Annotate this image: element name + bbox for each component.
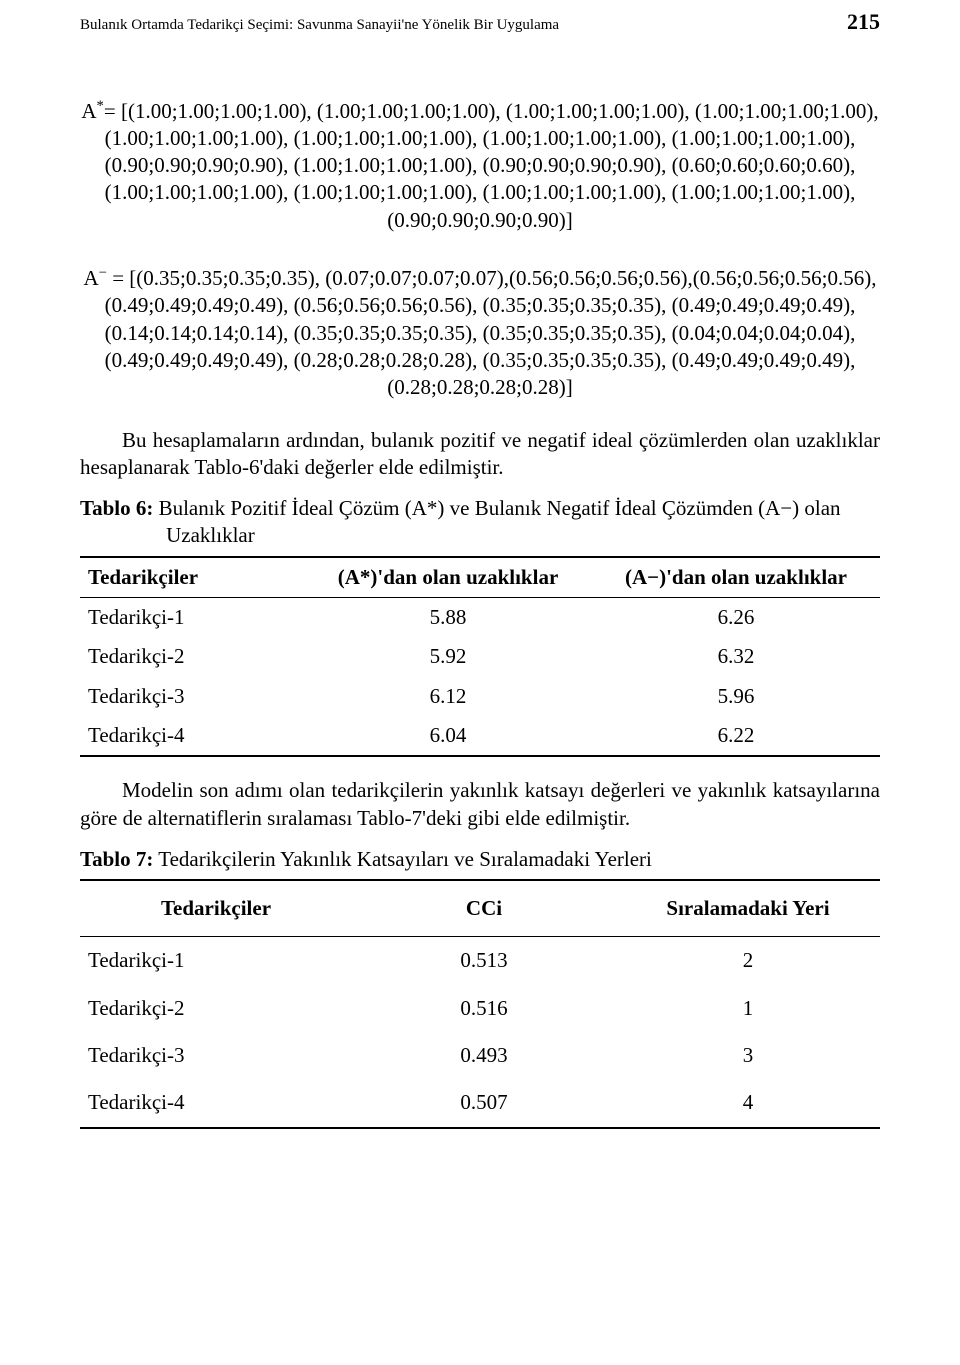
table6-cell: Tedarikçi-1 [80,598,304,638]
table6-col-1: (A*)'dan olan uzaklıklar [304,557,592,598]
table6-cell: Tedarikçi-2 [80,637,304,676]
paragraph-1: Bu hesaplamaların ardından, bulanık pozi… [80,427,880,482]
table-row: Tedarikçi-4 6.04 6.22 [80,716,880,756]
table7-caption: Tablo 7: Tedarikçilerin Yakınlık Katsayı… [166,846,880,873]
table7-col-1: CCi [352,880,616,937]
table7: Tedarikçiler CCi Sıralamadaki Yeri Tedar… [80,879,880,1128]
table6-cell: 5.96 [592,677,880,716]
table7-caption-text: Tedarikçilerin Yakınlık Katsayıları ve S… [153,847,652,871]
table7-cell: Tedarikçi-1 [80,937,352,985]
table7-cell: 3 [616,1032,880,1079]
table6-cell: 6.04 [304,716,592,756]
table6-header-row: Tedarikçiler (A*)'dan olan uzaklıklar (A… [80,557,880,598]
table7-cell: Tedarikçi-3 [80,1032,352,1079]
table7-cell: 0.493 [352,1032,616,1079]
table7-cell: 0.507 [352,1079,616,1127]
table6-cell: 5.92 [304,637,592,676]
table6-col-2: (A−)'dan olan uzaklıklar [592,557,880,598]
table7-col-0: Tedarikçiler [80,880,352,937]
a-star-label: A [81,99,96,123]
table7-cell: 4 [616,1079,880,1127]
table6-caption-text: Bulanık Pozitif İdeal Çözüm (A*) ve Bula… [153,496,840,547]
table6-caption: Tablo 6: Bulanık Pozitif İdeal Çözüm (A*… [166,495,880,550]
table7-cell: 0.516 [352,985,616,1032]
table6-cell: Tedarikçi-3 [80,677,304,716]
table6-cell: 6.26 [592,598,880,638]
table-row: Tedarikçi-1 0.513 2 [80,937,880,985]
running-header: Bulanık Ortamda Tedarikçi Seçimi: Savunm… [80,0,880,67]
table6-caption-label: Tablo 6: [80,496,153,520]
a-star-block: A*= [(1.00;1.00;1.00;1.00), (1.00;1.00;1… [80,97,880,234]
table-row: Tedarikçi-2 5.92 6.32 [80,637,880,676]
running-title: Bulanık Ortamda Tedarikçi Seçimi: Savunm… [80,16,559,36]
table6-cell: Tedarikçi-4 [80,716,304,756]
table-row: Tedarikçi-3 0.493 3 [80,1032,880,1079]
paragraph-2: Modelin son adımı olan tedarikçilerin ya… [80,777,880,832]
table7-caption-label: Tablo 7: [80,847,153,871]
table7-cell: Tedarikçi-2 [80,985,352,1032]
table6-cell: 6.32 [592,637,880,676]
a-minus-label: A [83,266,98,290]
table-row: Tedarikçi-2 0.516 1 [80,985,880,1032]
table7-cell: 0.513 [352,937,616,985]
table7-cell: Tedarikçi-4 [80,1079,352,1127]
a-minus-block: A− = [(0.35;0.35;0.35;0.35), (0.07;0.07;… [80,264,880,401]
a-minus-values: = [(0.35;0.35;0.35;0.35), (0.07;0.07;0.0… [105,266,877,399]
table6-cell: 5.88 [304,598,592,638]
table-row: Tedarikçi-3 6.12 5.96 [80,677,880,716]
table6-cell: 6.12 [304,677,592,716]
page-number: 215 [827,8,880,37]
table-row: Tedarikçi-1 5.88 6.26 [80,598,880,638]
a-minus-superscript: − [99,265,107,281]
table7-cell: 1 [616,985,880,1032]
table7-cell: 2 [616,937,880,985]
table7-col-2: Sıralamadaki Yeri [616,880,880,937]
a-star-values: = [(1.00;1.00;1.00;1.00), (1.00;1.00;1.0… [104,99,879,232]
table6-cell: 6.22 [592,716,880,756]
table6-col-0: Tedarikçiler [80,557,304,598]
table6: Tedarikçiler (A*)'dan olan uzaklıklar (A… [80,556,880,757]
table-row: Tedarikçi-4 0.507 4 [80,1079,880,1127]
page-container: Bulanık Ortamda Tedarikçi Seçimi: Savunm… [0,0,960,1207]
a-star-superscript: * [97,98,104,114]
table7-header-row: Tedarikçiler CCi Sıralamadaki Yeri [80,880,880,937]
